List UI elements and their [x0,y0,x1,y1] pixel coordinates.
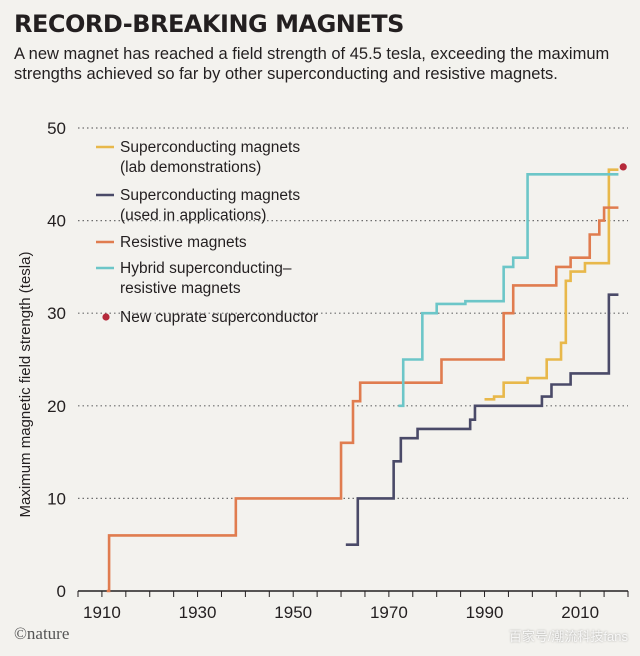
y-axis: 0 10 20 30 40 50 [47,119,66,601]
y-tick-label: 20 [47,397,66,416]
watermark: 百家号/潮流科技fans [508,629,628,644]
legend-label: Hybrid superconducting– [120,260,292,277]
legend-label: Superconducting magnets [120,187,300,204]
y-tick-label: 40 [47,212,66,231]
legend: Superconducting magnets (lab demonstratio… [96,139,318,326]
series-line-2 [106,206,619,593]
series-line-3 [398,173,619,408]
y-axis-label: Maximum magnetic field strength (tesla) [17,252,34,518]
legend-label: Superconducting magnets [120,139,300,156]
legend-label: (used in applications) [120,207,266,224]
chart-title: RECORD-BREAKING MAGNETS [14,10,404,38]
x-tick-label: 1970 [370,603,408,622]
series-line-1 [345,293,619,546]
chart-subtitle: A new magnet has reached a field strengt… [14,45,610,83]
data-point-cuprate [619,163,627,171]
x-tick-label: 1950 [274,603,312,622]
series-group [106,163,627,593]
legend-marker [102,313,110,321]
legend-label: Resistive magnets [120,234,247,251]
y-tick-label: 0 [57,582,66,601]
legend-label: New cuprate superconductor [120,309,318,326]
x-tick-label: 2010 [561,603,599,622]
legend-label: resistive magnets [120,280,241,297]
y-tick-label: 30 [47,304,66,323]
x-axis: 1910 1930 1950 1970 1990 2010 [77,591,629,622]
y-tick-label: 50 [47,119,66,138]
nature-logo: ©nature [14,624,70,643]
x-tick-label: 1990 [466,603,504,622]
x-tick-label: 1930 [179,603,217,622]
series-line-0 [484,168,619,401]
legend-label: (lab demonstrations) [120,159,261,176]
y-tick-label: 10 [47,489,66,508]
x-tick-label: 1910 [83,603,121,622]
